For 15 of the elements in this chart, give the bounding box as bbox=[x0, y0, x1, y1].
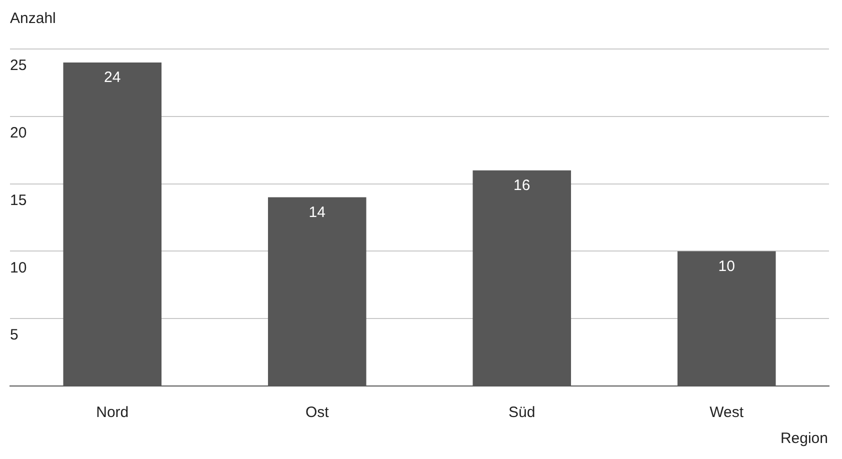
data-label: 24 bbox=[104, 69, 121, 86]
y-tick-label: 5 bbox=[10, 326, 18, 344]
data-label: 10 bbox=[718, 258, 735, 275]
y-tick-label: 25 bbox=[10, 57, 27, 74]
y-tick-label: 20 bbox=[10, 124, 27, 142]
data-label: 16 bbox=[514, 176, 530, 194]
x-tick-label: Ost bbox=[305, 404, 330, 422]
y-tick-label: 10 bbox=[10, 259, 27, 276]
x-tick-label: Nord bbox=[96, 404, 129, 422]
x-tick-label: West bbox=[710, 404, 744, 422]
x-axis-title: Region bbox=[780, 430, 828, 447]
y-axis-title: Anzahl bbox=[10, 10, 56, 27]
x-tick-label: Süd bbox=[508, 404, 536, 422]
y-tick-label: 15 bbox=[10, 192, 27, 209]
data-label: 14 bbox=[308, 204, 326, 221]
